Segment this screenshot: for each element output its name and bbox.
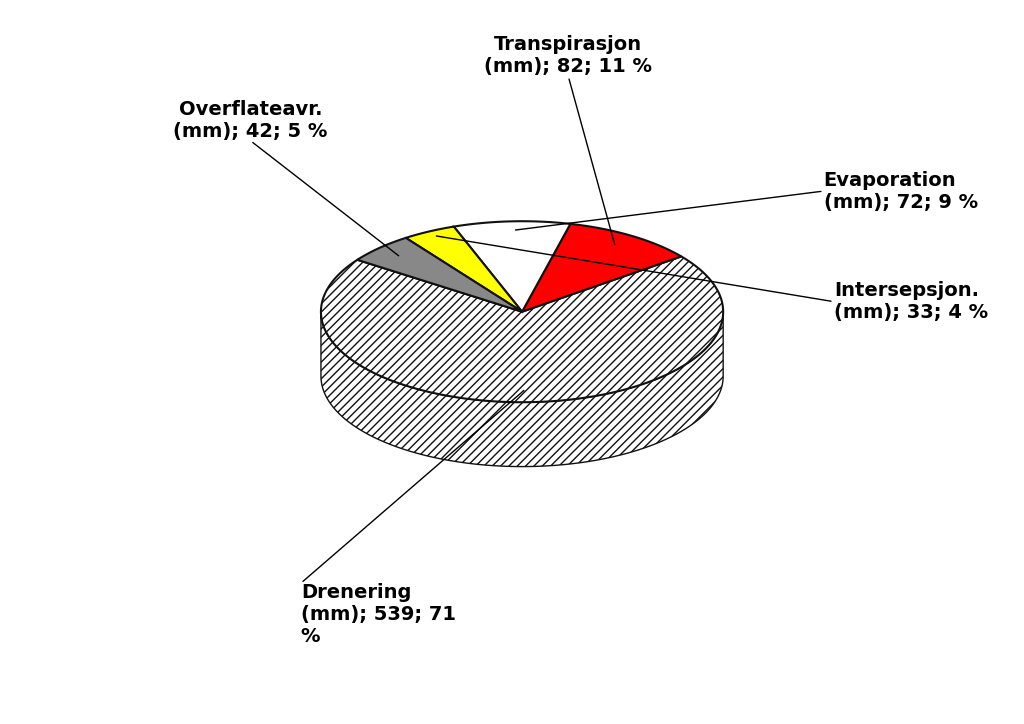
Polygon shape <box>357 238 522 312</box>
Polygon shape <box>321 312 723 466</box>
Polygon shape <box>522 224 681 312</box>
Text: Transpirasjon
(mm); 82; 11 %: Transpirasjon (mm); 82; 11 % <box>484 35 652 77</box>
Polygon shape <box>321 256 723 403</box>
Text: Evaporation
(mm); 72; 9 %: Evaporation (mm); 72; 9 % <box>823 171 978 211</box>
Polygon shape <box>406 227 522 312</box>
Text: Drenering
(mm); 539; 71
%: Drenering (mm); 539; 71 % <box>301 584 456 647</box>
Text: Overflateavr.
(mm); 42; 5 %: Overflateavr. (mm); 42; 5 % <box>173 100 328 140</box>
Text: Intersepsjon.
(mm); 33; 4 %: Intersepsjon. (mm); 33; 4 % <box>834 281 988 322</box>
Polygon shape <box>454 222 570 312</box>
